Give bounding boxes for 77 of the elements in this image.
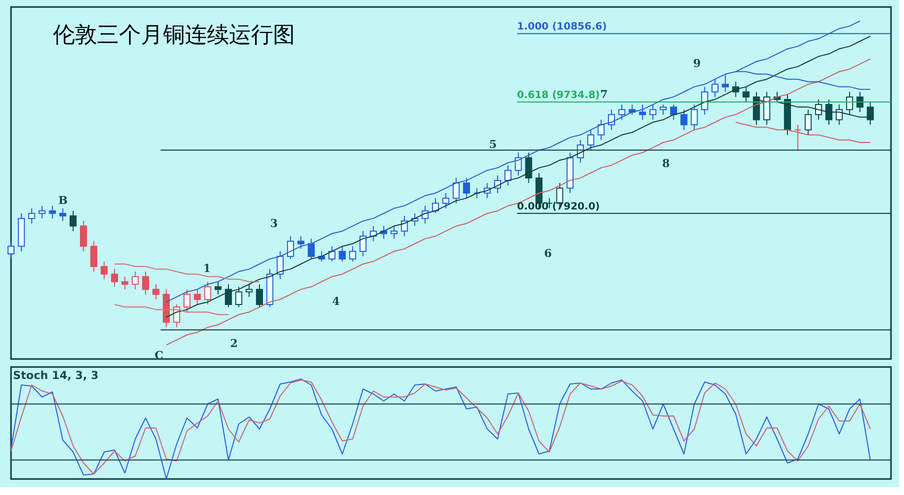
candlestick — [400, 215, 408, 237]
candlestick — [846, 91, 854, 116]
candlestick — [338, 246, 346, 262]
candlestick — [639, 104, 646, 120]
annotation: 6 — [544, 247, 552, 260]
candlestick — [514, 152, 522, 176]
annotation: 4 — [332, 295, 340, 308]
candlestick — [598, 119, 605, 140]
candlestick — [297, 236, 304, 250]
candlestick — [618, 104, 626, 120]
candlestick — [142, 271, 150, 295]
candlestick — [763, 91, 770, 126]
annotation: B — [58, 194, 68, 207]
candlestick — [390, 226, 398, 240]
candlestick — [132, 271, 139, 290]
candlestick — [38, 205, 46, 219]
candlestick — [690, 104, 698, 130]
candlestick — [525, 152, 532, 184]
candlestick — [452, 177, 460, 204]
candlestick — [866, 102, 874, 126]
candlestick — [442, 192, 450, 209]
candlestick — [121, 276, 128, 290]
candlestick — [328, 246, 336, 262]
annotation: 0.618 (9734.8) — [517, 90, 600, 101]
candlestick — [48, 205, 56, 219]
candlestick — [825, 98, 832, 126]
candlestick — [90, 240, 98, 272]
candlestick — [504, 164, 512, 186]
candlestick — [256, 284, 263, 308]
candlestick — [235, 286, 242, 308]
candlestick — [608, 109, 615, 130]
candlestick — [670, 104, 678, 120]
candlestick — [204, 281, 212, 305]
candlestick — [360, 230, 366, 257]
text: 1.000 (10856.6) — [517, 22, 607, 33]
candlestick — [587, 129, 594, 151]
chart-title: Stoch 14, 3, 3 — [13, 369, 99, 382]
text: 2 — [230, 337, 238, 350]
candlestick — [308, 238, 315, 260]
annotation: 0.000 (7920.0) — [517, 201, 600, 212]
candlestick — [815, 98, 822, 120]
candlestick — [722, 74, 729, 92]
text: 9 — [693, 57, 701, 70]
candlestick — [214, 281, 222, 295]
annotation: 8 — [662, 157, 670, 170]
candlestick — [59, 208, 66, 222]
candlestick — [742, 86, 750, 102]
candlestick — [152, 284, 160, 300]
annotation: 1 — [203, 262, 211, 275]
candlestick — [184, 288, 190, 313]
candlestick — [701, 86, 708, 116]
annotation: 7 — [600, 88, 608, 101]
candlestick — [794, 124, 802, 151]
annotation: 5 — [489, 138, 497, 151]
candlestick — [287, 236, 294, 260]
candlestick — [224, 284, 232, 308]
candlestick — [660, 104, 667, 116]
candlestick — [8, 240, 14, 260]
candlestick — [100, 260, 108, 280]
candlestick — [680, 109, 688, 130]
candlestick — [649, 104, 656, 120]
candlestick — [111, 268, 118, 288]
candlestick — [712, 78, 718, 98]
candlestick — [836, 104, 843, 126]
chart-title: 伦敦三个月铜连续运行图 — [53, 23, 295, 48]
candlestick — [70, 210, 77, 232]
candlestick — [349, 246, 356, 262]
annotation: 3 — [270, 217, 278, 230]
candlestick — [804, 109, 812, 136]
text: C — [154, 349, 164, 362]
candlestick — [246, 284, 253, 298]
candlestick — [28, 208, 36, 224]
candlestick — [80, 220, 87, 252]
candlestick — [473, 188, 480, 199]
candlestick — [194, 288, 201, 305]
candlestick — [463, 177, 470, 199]
candlestick — [276, 250, 284, 280]
